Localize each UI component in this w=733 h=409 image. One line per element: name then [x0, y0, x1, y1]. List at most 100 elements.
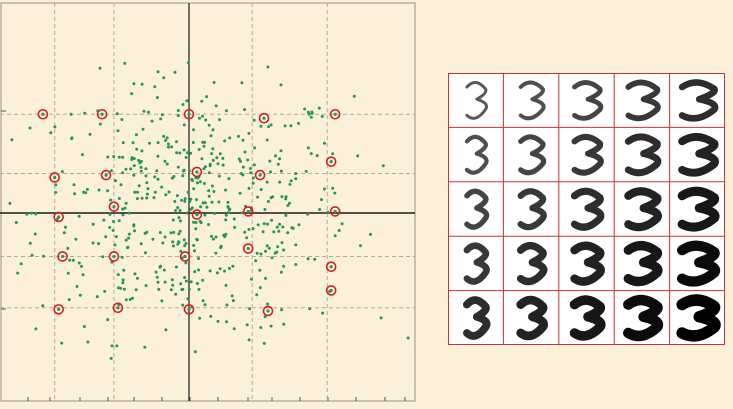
- data-point: [132, 223, 136, 227]
- data-point: [98, 66, 102, 70]
- data-point: [127, 232, 131, 236]
- data-point: [184, 156, 188, 159]
- data-point: [303, 107, 307, 111]
- data-point: [176, 109, 180, 112]
- highlighted-point-ring: [183, 304, 195, 315]
- data-point: [381, 164, 385, 168]
- data-point: [207, 171, 211, 175]
- data-point: [267, 125, 271, 129]
- data-point: [34, 327, 38, 331]
- digit-cell: [463, 242, 490, 285]
- data-point: [181, 303, 185, 307]
- highlighted-point-ring: [112, 302, 124, 314]
- data-point: [259, 326, 263, 329]
- data-point: [269, 170, 272, 174]
- data-point: [139, 165, 143, 169]
- data-point: [142, 109, 146, 113]
- data-point: [108, 225, 112, 229]
- data-point: [215, 156, 219, 160]
- digit-three-stroke: [677, 186, 720, 232]
- data-point: [172, 244, 175, 248]
- digit-cell: [465, 81, 489, 120]
- data-point: [78, 293, 82, 297]
- data-point: [192, 187, 196, 191]
- data-point: [239, 172, 243, 176]
- data-point: [122, 268, 126, 272]
- data-point: [183, 276, 187, 279]
- data-point: [128, 298, 132, 301]
- highlighted-point-ring: [262, 305, 274, 317]
- digit-three-stroke: [623, 241, 663, 287]
- data-point: [238, 191, 242, 195]
- data-point: [140, 82, 144, 86]
- data-point: [54, 190, 58, 194]
- data-point: [224, 218, 228, 222]
- data-point: [123, 206, 127, 210]
- data-point: [70, 136, 74, 140]
- data-point: [198, 116, 201, 120]
- data-point: [251, 181, 255, 185]
- data-point: [216, 319, 220, 323]
- digit-cell: [678, 79, 719, 122]
- data-point: [115, 344, 119, 348]
- data-point: [249, 277, 253, 281]
- data-point: [267, 246, 271, 250]
- data-point: [85, 187, 89, 191]
- data-point: [211, 128, 215, 132]
- data-point: [237, 134, 240, 138]
- data-point: [265, 180, 269, 184]
- data-point: [246, 158, 250, 162]
- data-point: [210, 184, 214, 188]
- data-point: [144, 251, 147, 255]
- data-point: [182, 238, 186, 242]
- data-point: [201, 140, 205, 144]
- data-point: [135, 197, 139, 201]
- digit-cell: [623, 241, 663, 287]
- data-point: [203, 201, 207, 205]
- data-point: [223, 139, 227, 143]
- highlighted-point-ring: [179, 251, 191, 262]
- highlighted-point: [333, 209, 337, 214]
- highlighted-point: [183, 254, 187, 259]
- data-point: [227, 177, 231, 181]
- data-point: [210, 152, 214, 156]
- data-point: [211, 237, 215, 241]
- data-point: [181, 103, 185, 106]
- data-point: [169, 231, 173, 235]
- data-point: [203, 303, 207, 307]
- digit-three-stroke: [516, 241, 548, 286]
- data-point: [230, 294, 234, 298]
- data-point: [161, 241, 165, 245]
- data-point: [186, 297, 190, 301]
- highlighted-point-ring: [258, 112, 270, 124]
- data-point: [200, 99, 204, 103]
- data-point: [192, 220, 196, 224]
- data-point: [77, 214, 81, 218]
- data-point: [294, 243, 298, 247]
- data-point: [159, 264, 163, 268]
- data-point: [304, 169, 308, 173]
- data-point: [151, 237, 155, 241]
- highlighted-point-ring: [57, 251, 68, 262]
- digit-three-stroke: [464, 188, 490, 230]
- digit-three-stroke: [516, 295, 548, 341]
- data-point: [132, 82, 136, 86]
- data-point: [175, 194, 179, 198]
- data-point: [116, 129, 120, 133]
- highlighted-point-ring: [191, 209, 203, 220]
- data-point: [116, 273, 120, 277]
- data-point: [179, 282, 183, 286]
- data-point: [187, 169, 191, 173]
- data-point: [171, 283, 175, 287]
- highlighted-point: [329, 160, 333, 164]
- data-point: [49, 131, 53, 135]
- data-point: [83, 111, 87, 115]
- data-point: [258, 286, 262, 290]
- data-point: [247, 186, 251, 190]
- data-point: [177, 232, 181, 236]
- highlighted-point: [266, 309, 270, 313]
- data-point: [156, 177, 160, 181]
- data-point: [154, 270, 158, 274]
- highlighted-point-ring: [329, 108, 341, 120]
- data-point: [165, 162, 169, 166]
